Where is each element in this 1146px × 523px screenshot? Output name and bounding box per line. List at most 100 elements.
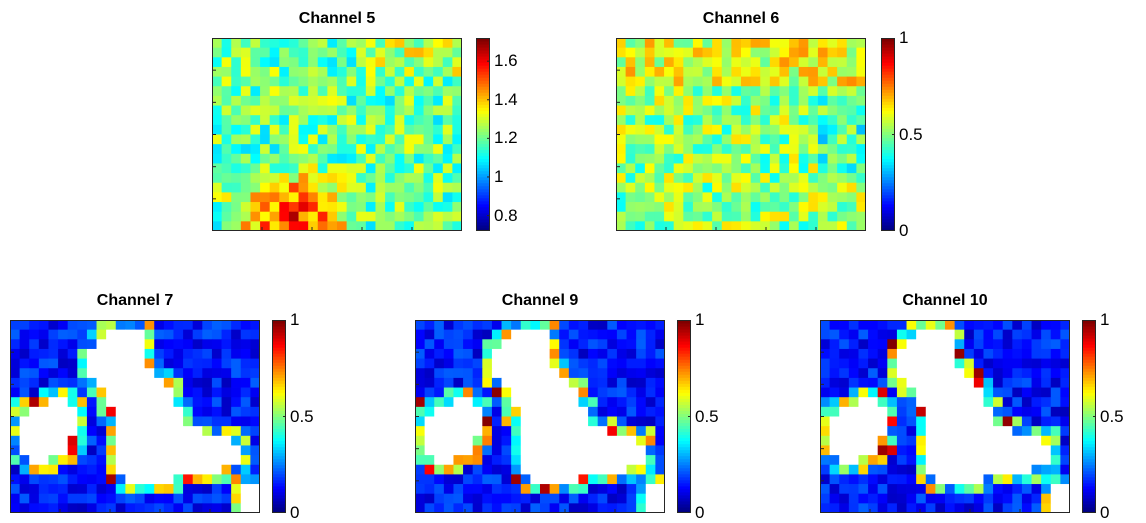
colorbar-segment [476,158,490,163]
heatmap-cell [501,358,512,369]
heatmap-cell [443,348,454,359]
heatmap-cell [212,163,223,174]
heatmap-cell [645,368,656,379]
heatmap-cell [250,397,260,408]
heatmap-cell [1041,416,1052,427]
heatmap-cell [433,66,444,77]
colorbar-segment [272,404,286,408]
heatmap-cell [664,76,675,87]
heatmap-cell [317,115,328,126]
heatmap-cell [463,435,474,446]
heatmap-cell [423,124,434,135]
heatmap-cell [10,339,21,350]
heatmap-cell [654,221,665,231]
heatmap-cell [741,144,752,155]
heatmap-cell [260,202,271,213]
colorbar-segment [881,131,895,135]
heatmap-cell [559,368,570,379]
heatmap-cell [463,484,474,495]
heatmap-cell [211,387,222,398]
heatmap-cell [896,358,907,369]
heatmap-cell [135,406,146,417]
colorbar-segment [272,344,286,348]
heatmap-cell [779,47,790,58]
heatmap-cell [530,377,541,388]
heatmap-cell [433,221,444,231]
heatmap-cell [925,416,936,427]
heatmap-cell [789,115,800,126]
heatmap-cell [906,455,917,466]
heatmap-cell [664,105,675,116]
heatmap-cell [154,320,165,331]
heatmap-cell [983,493,994,504]
heatmap-cell [887,426,898,437]
heatmap-cell [10,426,21,437]
heatmap-cell [125,426,136,437]
heatmap-cell [993,358,1004,369]
heatmap-cell [906,484,917,495]
heatmap-cell [654,95,665,106]
heatmap-cell [394,57,405,68]
heatmap-cell [798,66,809,77]
heatmap-cell [434,329,445,340]
heatmap-cell [86,320,97,331]
heatmap-cell [664,221,675,231]
heatmap-cell [916,435,927,446]
heatmap-cell [163,339,174,350]
heatmap-cell [231,76,242,87]
heatmap-cell [559,484,570,495]
heatmap-cell [19,358,30,369]
heatmap-cell [385,66,396,77]
heatmap-cell [385,134,396,145]
heatmap-cell [67,474,78,485]
heatmap-cell [597,358,608,369]
heatmap-cell [530,368,541,379]
heatmap-cell [288,173,299,184]
heatmap-cell [839,416,850,427]
heatmap-cell [820,416,831,427]
heatmap-cell [820,377,831,388]
heatmap-cell [404,115,415,126]
heatmap-cell [993,368,1004,379]
heatmap-cell [993,493,1004,504]
heatmap-cell [183,377,194,388]
heatmap-cell [887,358,898,369]
heatmap-cell [192,406,203,417]
heatmap-cell [511,329,522,340]
heatmap-cell [645,329,656,340]
heatmap-cell [654,182,665,193]
heatmap-cell [250,76,261,87]
heatmap-cell [221,47,232,58]
heatmap-cell [106,445,117,456]
heatmap-cell [789,173,800,184]
colorbar-segment [677,362,691,366]
heatmap-cell [616,47,627,58]
heatmap-cell [692,211,703,222]
heatmap-cell [945,320,956,331]
heatmap-cell [1060,348,1070,359]
heatmap-cell [520,339,531,350]
heatmap-cell [846,192,857,203]
heatmap-cell [750,202,761,213]
heatmap-cell [491,455,502,466]
heatmap-cell [346,211,357,222]
heatmap-cell [964,320,975,331]
heatmap-cell [839,348,850,359]
heatmap-cell [769,134,780,145]
colorbar-segment [1082,413,1096,417]
chart-title: Channel 10 [902,292,988,309]
heatmap-cell [77,474,88,485]
colorbar-segment [881,218,895,223]
heatmap-cell [607,320,618,331]
colorbar-segment [677,326,691,330]
heatmap-cell [202,493,213,504]
heatmap-cell [877,484,888,495]
heatmap-cell [394,76,405,87]
heatmap-cell [337,47,348,58]
heatmap-cell [750,57,761,68]
heatmap-cell [798,86,809,97]
heatmap-cell [808,86,819,97]
heatmap-cell [192,435,203,446]
heatmap-cell [760,66,771,77]
heatmap-cell [231,426,242,437]
